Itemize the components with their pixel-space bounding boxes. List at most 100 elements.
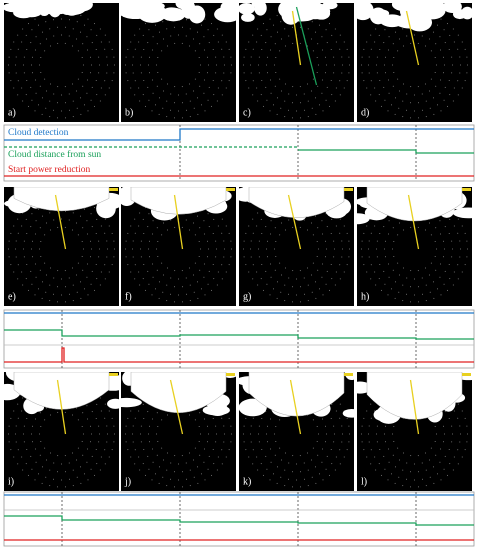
grid-dot — [384, 29, 386, 31]
grid-dot — [329, 289, 331, 291]
grid-dot — [194, 419, 196, 421]
cloud — [420, 3, 446, 12]
grid-dot — [430, 50, 432, 52]
grid-dot — [212, 263, 214, 265]
grid-dot — [312, 234, 314, 236]
sky-image: a) — [4, 3, 119, 122]
grid-dot — [361, 64, 362, 66]
grid-dot — [439, 92, 441, 94]
grid-dot — [453, 410, 455, 412]
grid-dot — [104, 278, 106, 280]
grid-dot — [125, 64, 126, 66]
grid-dot — [100, 87, 102, 89]
grid-dot — [461, 271, 463, 273]
grid-dot — [185, 35, 187, 37]
grid-dot — [61, 218, 62, 220]
grid-dot — [127, 232, 129, 234]
grid-dot — [138, 271, 140, 273]
grid-dot — [380, 105, 382, 107]
grid-dot — [398, 107, 400, 109]
grid-dot — [68, 109, 70, 111]
grid-dot — [393, 72, 395, 74]
grid-dot — [368, 433, 369, 435]
grid-dot — [326, 86, 328, 88]
grid-dot — [72, 300, 74, 302]
grid-dot — [82, 43, 84, 45]
grid-dot — [425, 469, 427, 471]
grid-dot — [348, 240, 350, 242]
grid-dot — [464, 449, 466, 451]
grid-dot — [321, 49, 323, 51]
grid-dot — [361, 425, 363, 427]
grid-dot — [361, 56, 363, 58]
grid-dot — [334, 64, 335, 66]
grid-dot — [379, 263, 381, 265]
grid-dot — [152, 92, 154, 94]
grid-dot — [366, 271, 368, 273]
grid-dot — [262, 23, 264, 25]
grid-dot — [132, 425, 134, 427]
grid-dot — [265, 411, 267, 413]
grid-dot — [80, 113, 82, 115]
grid-dot — [317, 454, 319, 456]
grid-dot — [57, 411, 59, 413]
grid-dot — [349, 433, 350, 435]
grid-dot — [402, 485, 404, 487]
grid-dot — [429, 38, 430, 40]
grid-dot — [31, 213, 33, 215]
grid-dot — [108, 456, 110, 458]
grid-dot — [203, 49, 205, 51]
grid-dot — [152, 461, 154, 463]
grid-dot — [457, 449, 459, 451]
grid-dot — [261, 233, 263, 235]
grid-dot — [8, 425, 10, 427]
grid-dot — [132, 72, 134, 74]
grid-dot — [230, 425, 232, 427]
legend-text: Cloud detection — [8, 128, 69, 138]
grid-dot — [23, 56, 25, 58]
grid-dot — [49, 212, 51, 214]
grid-dot — [189, 452, 190, 454]
grid-dot — [433, 466, 434, 468]
grid-dot — [270, 233, 272, 235]
grid-dot — [261, 448, 263, 450]
grid-dot — [252, 449, 254, 451]
grid-dot — [466, 56, 468, 58]
grid-dot — [86, 79, 88, 81]
grid-dot — [339, 403, 341, 405]
grid-dot — [331, 218, 333, 220]
grid-dot — [143, 233, 145, 235]
grid-dot — [127, 80, 129, 82]
grid-dot — [273, 288, 274, 290]
grid-dot — [142, 278, 144, 280]
grid-dot — [267, 256, 269, 258]
grid-dot — [341, 256, 343, 258]
grid-dot — [148, 213, 150, 215]
grid-dot — [34, 18, 36, 20]
grid-dot — [174, 42, 176, 44]
grid-dot — [156, 412, 158, 414]
grid-dot — [375, 284, 377, 286]
timeline-3 — [3, 491, 475, 547]
grid-dot — [140, 256, 142, 258]
grid-dot — [339, 449, 341, 451]
grid-dot — [417, 286, 419, 288]
grid-dot — [453, 41, 455, 43]
grid-dot — [436, 248, 437, 250]
grid-dot — [402, 28, 404, 30]
grid-dot — [464, 264, 466, 266]
grid-dot — [53, 293, 55, 295]
grid-dot — [127, 48, 129, 50]
grid-dot — [201, 104, 202, 106]
grid-dot — [275, 56, 277, 58]
grid-dot — [315, 297, 317, 299]
grid-dot — [17, 80, 19, 82]
clouds — [4, 3, 93, 19]
grid-dot — [388, 448, 390, 450]
grid-dot — [76, 38, 77, 40]
grid-dot — [8, 240, 10, 242]
grid-dot — [269, 294, 271, 296]
grid-dot — [216, 100, 218, 102]
grid-dot — [76, 459, 77, 461]
grid-dot — [72, 83, 73, 85]
